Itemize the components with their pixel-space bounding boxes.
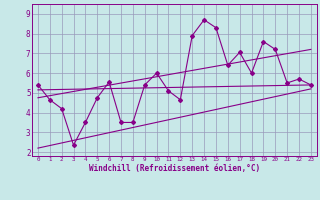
X-axis label: Windchill (Refroidissement éolien,°C): Windchill (Refroidissement éolien,°C) (89, 164, 260, 173)
